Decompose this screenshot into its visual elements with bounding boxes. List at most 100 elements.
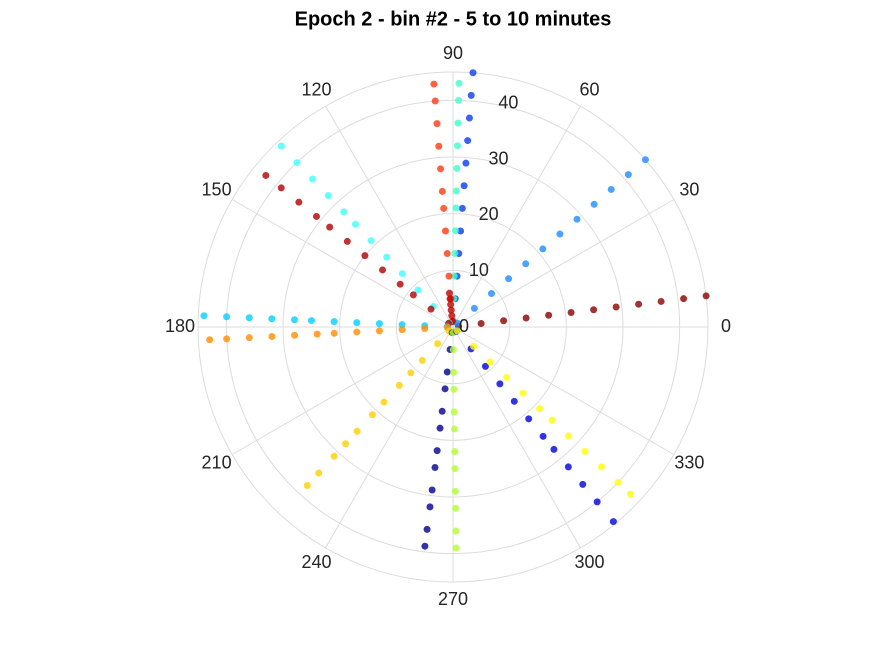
- point: [441, 227, 449, 235]
- point: [340, 208, 348, 216]
- point: [460, 182, 468, 190]
- point: [262, 171, 270, 179]
- point: [455, 79, 463, 87]
- point: [313, 330, 321, 338]
- point: [427, 305, 435, 313]
- point: [536, 405, 544, 413]
- point: [614, 478, 622, 486]
- theta-tick-label: 300: [574, 552, 604, 572]
- point: [462, 159, 470, 167]
- point: [519, 389, 527, 397]
- point: [503, 374, 511, 382]
- point: [457, 227, 465, 235]
- grid-spoke: [452, 326, 675, 455]
- theta-tick-label: 0: [721, 316, 731, 336]
- point: [522, 260, 530, 268]
- point: [398, 321, 406, 329]
- point: [539, 432, 547, 440]
- point: [324, 191, 332, 199]
- point: [451, 227, 459, 235]
- point: [307, 317, 315, 325]
- point: [548, 416, 556, 424]
- point: [438, 407, 446, 415]
- point: [451, 448, 459, 456]
- point: [342, 440, 350, 448]
- theta-tick-label: 210: [202, 452, 232, 472]
- point: [398, 326, 406, 334]
- point: [486, 358, 494, 366]
- point: [423, 525, 431, 533]
- point: [481, 362, 489, 370]
- point: [496, 380, 504, 388]
- point: [290, 316, 298, 324]
- point: [375, 320, 383, 328]
- point: [450, 368, 458, 376]
- point: [380, 398, 388, 406]
- point: [469, 69, 477, 77]
- point: [464, 137, 472, 145]
- r-tick-label: 40: [498, 93, 518, 113]
- point: [379, 266, 387, 274]
- point: [428, 486, 436, 494]
- point: [564, 432, 572, 440]
- point: [437, 165, 445, 173]
- point: [277, 184, 285, 192]
- point: [438, 187, 446, 195]
- point: [452, 504, 460, 512]
- point: [303, 482, 311, 490]
- point: [609, 518, 617, 526]
- point: [268, 332, 276, 340]
- grid-spoke: [231, 199, 454, 328]
- point: [330, 318, 338, 326]
- point: [612, 303, 620, 311]
- point: [223, 313, 231, 321]
- point: [223, 335, 231, 343]
- point: [368, 411, 376, 419]
- point: [398, 270, 406, 278]
- point: [431, 464, 439, 472]
- point: [447, 300, 455, 308]
- point: [353, 319, 361, 327]
- point: [487, 290, 495, 298]
- theta-tick-label: 330: [674, 452, 704, 472]
- point: [433, 120, 441, 128]
- point: [539, 245, 547, 253]
- point: [206, 336, 214, 344]
- theta-tick-label: 30: [679, 179, 699, 199]
- point: [467, 91, 475, 99]
- point: [453, 164, 461, 172]
- theta-tick-label: 150: [202, 179, 232, 199]
- point: [330, 329, 338, 337]
- point: [525, 415, 533, 423]
- point: [452, 527, 460, 535]
- theta-tick-label: 180: [165, 316, 195, 336]
- r-tick-label: 10: [469, 260, 489, 280]
- point: [452, 204, 460, 212]
- point: [453, 142, 461, 150]
- point: [445, 289, 453, 297]
- theta-tick-label: 90: [443, 43, 463, 63]
- point: [309, 175, 317, 183]
- point: [291, 331, 299, 339]
- point: [436, 424, 444, 432]
- theta-tick-label: 120: [301, 79, 331, 99]
- point: [545, 311, 553, 319]
- point: [421, 542, 429, 550]
- r-tick-label: 30: [489, 148, 509, 168]
- point: [409, 291, 417, 299]
- point: [453, 327, 461, 335]
- point: [470, 304, 478, 312]
- point: [626, 490, 634, 498]
- point: [579, 480, 587, 488]
- point: [351, 220, 359, 228]
- point: [375, 327, 383, 335]
- point: [315, 469, 323, 477]
- point: [446, 295, 454, 303]
- grid-spoke: [325, 326, 454, 549]
- point: [510, 397, 518, 405]
- point: [268, 315, 276, 323]
- point: [702, 292, 710, 300]
- point: [451, 465, 459, 473]
- theta-tick-label: 270: [438, 589, 468, 609]
- point: [550, 445, 558, 453]
